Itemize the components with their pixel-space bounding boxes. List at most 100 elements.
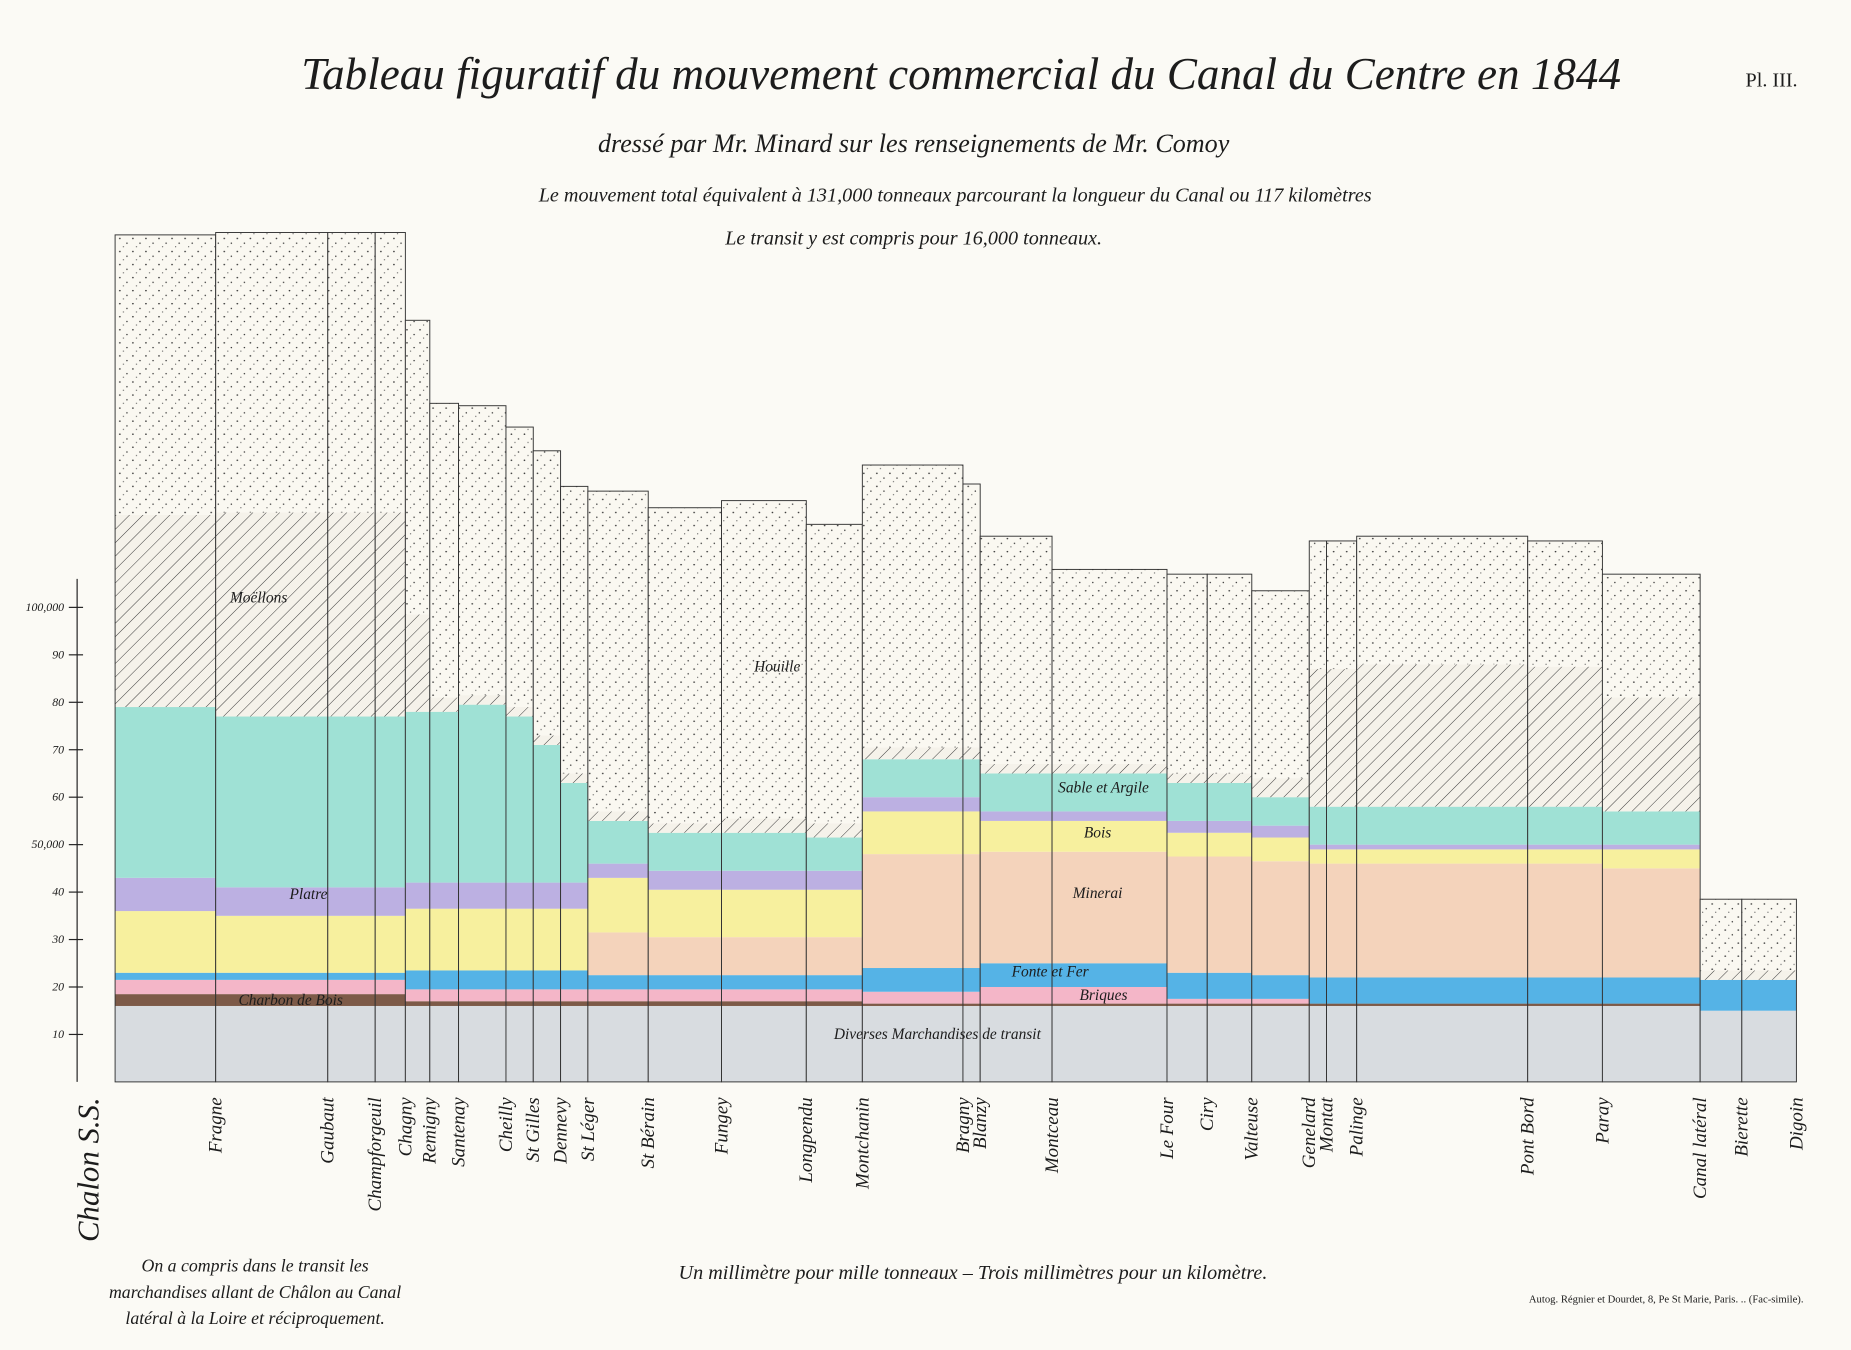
segment [429,882,459,909]
station-label: Paray [1592,1097,1613,1145]
segment [327,979,376,995]
segment [533,989,561,1002]
segment-pattern [1700,970,1742,980]
segment [1527,863,1603,978]
segment [505,1001,534,1006]
segment [1326,1003,1357,1006]
segment [505,716,534,883]
segment [215,915,328,973]
segment [327,716,376,888]
segment [1741,1010,1797,1082]
segment [587,1005,649,1082]
segment [1326,844,1357,850]
segment [458,989,506,1002]
footnote: latéral à la Loire et réciproquement. [125,1308,384,1328]
segment [505,1005,534,1082]
segment [1207,1003,1252,1006]
segment [962,1003,981,1006]
segment [862,991,963,1004]
segment [806,975,863,990]
segment [115,707,216,878]
station-label: Santenay [448,1097,469,1167]
station-label: Champforgeuil [365,1097,386,1211]
segment [1052,963,1168,987]
y-tick-label: 70 [52,742,64,756]
segment [862,759,963,798]
scale-note: Un millimètre pour mille tonneaux – Troi… [679,1262,1268,1284]
segment [1052,820,1168,852]
segment [862,968,963,992]
segment-pattern [405,614,430,712]
segment-pattern [1700,899,1742,971]
segment-pattern [458,405,506,696]
column-outline [1741,898,1797,1083]
station-label: Montchanin [852,1097,873,1190]
segment [560,908,588,971]
station-label: Chalon S.S. [71,1097,105,1242]
station-label: St Bérain [638,1097,659,1168]
segment [1251,797,1310,826]
segment [1356,977,1528,1004]
segment-pattern [721,818,807,833]
segment [429,908,459,971]
y-tick-label: 10 [52,1027,64,1041]
segment [115,972,216,980]
segment [215,979,328,995]
segment [505,882,534,909]
segment-pattern [1052,763,1168,774]
segment [115,979,216,995]
segment [962,854,981,969]
segment [1602,1003,1701,1006]
segment [533,908,561,971]
segment [375,979,406,995]
segment [1167,856,1208,973]
segment [505,970,534,990]
segment [115,1005,216,1082]
segment-pattern [115,234,216,515]
segment [587,932,649,976]
segment [405,989,430,1002]
segment [458,1005,506,1082]
segment [1527,806,1603,845]
segment [327,994,376,1006]
station-label: Pont Bord [1518,1097,1539,1176]
segment-pattern [962,484,981,748]
segment [1326,977,1357,1004]
y-tick-label: 90 [52,647,64,661]
segment [587,989,649,1002]
layer-label: Charbon de Bois [238,992,342,1009]
segment [1167,1005,1208,1082]
segment [1251,1003,1310,1006]
segment-pattern [806,823,863,838]
segment [458,704,506,883]
layer-label: Fonte et Fer [1011,963,1090,980]
segment-pattern [806,524,863,824]
segment [215,887,328,916]
segment [458,882,506,909]
segment [862,854,963,969]
layer-label: Sable et Argile [1058,779,1149,796]
segment [721,1005,807,1082]
segment [327,915,376,973]
segment [429,970,459,990]
segment [648,989,722,1002]
annotation: Le transit y est compris pour 16,000 ton… [724,227,1102,249]
segment [1167,782,1208,821]
segment-pattern [375,512,406,717]
segment [1700,1010,1742,1082]
segment [1356,849,1528,864]
station-label: Digoin [1786,1097,1807,1151]
segment [1309,849,1327,864]
segment [806,937,863,976]
segment [862,797,963,812]
segment [806,837,863,871]
segment [1602,868,1701,978]
segment [721,889,807,938]
segment [405,882,430,909]
annotation: Le mouvement total équivalent à 131,000 … [538,185,1372,207]
layer-label: Briques [1080,987,1128,1004]
layer-label: Diverses Marchandises de transit [833,1026,1042,1043]
segment [429,1001,459,1006]
segment-pattern [533,735,561,745]
credit: Autog. Régnier et Dourdet, 8, Pe St Mari… [1529,1294,1804,1306]
